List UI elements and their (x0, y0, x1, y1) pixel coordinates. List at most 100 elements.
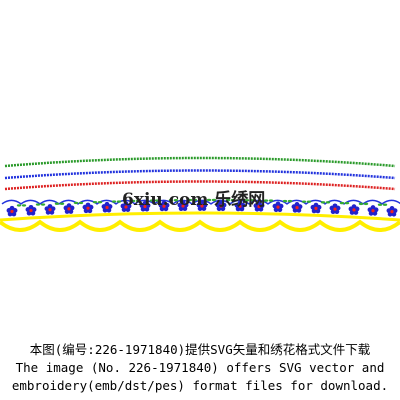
flower (6, 205, 18, 217)
flower (82, 202, 94, 214)
leaf (40, 203, 46, 206)
petal (44, 206, 50, 212)
leaf (282, 199, 288, 203)
flower-center (105, 205, 109, 210)
flower (44, 204, 56, 215)
leaf (287, 199, 293, 203)
flower (253, 201, 265, 212)
leaf (116, 200, 122, 203)
leaf (192, 198, 198, 202)
flower-center (314, 206, 318, 210)
petal (310, 204, 316, 210)
petal (120, 203, 126, 209)
leaf (225, 198, 231, 202)
leaf (135, 199, 141, 203)
flower (196, 200, 208, 211)
leaf (268, 199, 274, 202)
leaf (59, 202, 65, 205)
leaf (21, 204, 27, 207)
petal (386, 208, 392, 214)
flower (215, 200, 227, 212)
flower-center (181, 204, 185, 208)
flower-center (276, 205, 280, 209)
flower (101, 201, 113, 213)
flower-center (295, 206, 299, 210)
leaf (244, 199, 250, 202)
flower (367, 205, 379, 216)
petal (25, 207, 31, 212)
leaf (73, 201, 79, 205)
flower (120, 201, 132, 212)
leaf (306, 200, 312, 203)
flower (348, 204, 360, 215)
flower-center (238, 204, 242, 208)
flower-center (219, 204, 223, 208)
flower (272, 201, 284, 213)
leaf (149, 199, 155, 202)
leaf (382, 203, 388, 206)
flower-center (390, 210, 394, 214)
flower-center (352, 208, 356, 212)
red-stitch-line (4, 180, 396, 191)
petal (177, 202, 183, 208)
leaf (97, 200, 103, 204)
flower-center (200, 204, 204, 208)
leaf (111, 200, 117, 203)
leaf (16, 204, 22, 207)
flower (329, 203, 341, 215)
green-stitch-line (4, 156, 396, 168)
flower (386, 206, 398, 217)
petal (253, 203, 259, 209)
petal (6, 208, 12, 213)
leaf (377, 203, 383, 206)
leaf (325, 201, 331, 204)
petal (158, 202, 164, 208)
leaf (358, 202, 364, 206)
leaf (173, 199, 179, 202)
caption-line: 本图(编号:226-1971840)提供SVG矢量和绣花格式文件下载 (30, 342, 371, 357)
flower (291, 202, 303, 213)
flower-center (371, 209, 375, 213)
watermark: 6xiu.com 乐绣网 (122, 189, 265, 210)
flower-center (162, 204, 166, 208)
flower (139, 200, 151, 212)
leaf (320, 201, 326, 204)
yellow-scallop (0, 211, 400, 222)
flower-center (86, 206, 90, 210)
leaf (363, 202, 369, 206)
petal (367, 207, 373, 213)
leaf (344, 201, 350, 205)
flower-center (10, 209, 14, 214)
petal (82, 204, 88, 210)
petal (101, 204, 107, 209)
leaf (187, 198, 193, 202)
flower-border (0, 198, 400, 232)
petal (329, 205, 335, 211)
petal (234, 202, 240, 208)
leaf (92, 200, 98, 204)
flower-center (333, 207, 337, 211)
petal (291, 204, 297, 210)
leaf (78, 201, 84, 205)
flower (310, 202, 322, 214)
caption-line: The image (No. 226-1971840) offers SVG v… (16, 360, 385, 375)
blue-stitch-line (4, 169, 396, 180)
flower-center (143, 204, 147, 209)
flower (25, 204, 37, 216)
leaf (35, 203, 41, 206)
leaf (54, 202, 60, 205)
flower-center (48, 208, 52, 212)
yellow-scallop (0, 219, 400, 232)
flower (177, 200, 189, 212)
blue-scallop (1, 199, 400, 205)
flower-center (29, 208, 33, 213)
petal (196, 202, 202, 208)
flower-center (67, 207, 71, 211)
leaf (211, 198, 217, 202)
leaf (206, 198, 212, 202)
flower-center (124, 205, 128, 209)
leaf (301, 200, 307, 203)
leaf (339, 201, 345, 205)
